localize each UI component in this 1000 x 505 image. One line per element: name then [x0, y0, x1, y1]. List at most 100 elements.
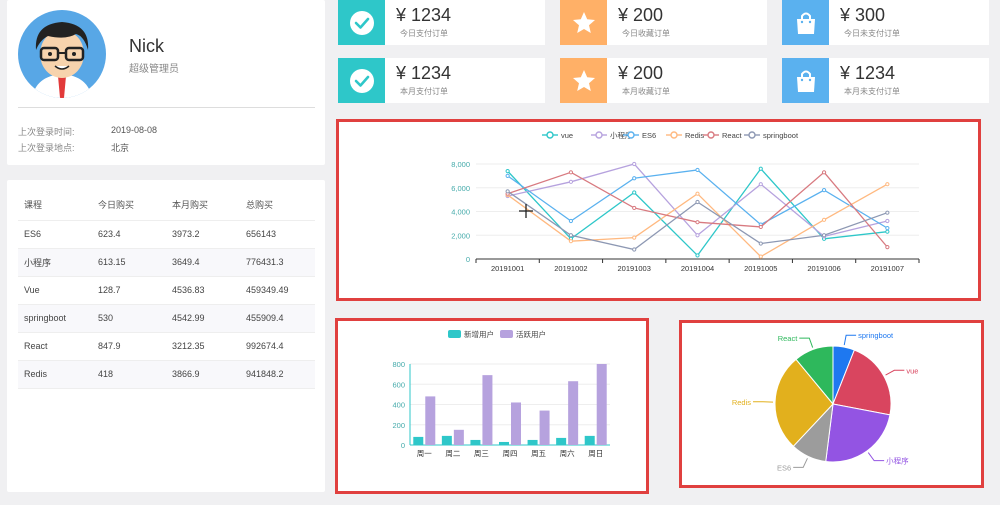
- y-tick-label: 2,000: [451, 231, 470, 240]
- legend-item-1[interactable]: vue: [542, 131, 573, 140]
- data-point[interactable]: [695, 233, 700, 238]
- data-point[interactable]: [632, 205, 637, 211]
- table-header-row: 课程 今日购买 本月购买 总购买: [18, 190, 315, 221]
- table-cell: 4536.83: [166, 276, 240, 305]
- bar[interactable]: [499, 441, 509, 445]
- legend-item-5[interactable]: React: [703, 131, 743, 140]
- data-point[interactable]: [632, 235, 637, 240]
- data-point[interactable]: [695, 167, 700, 173]
- data-point[interactable]: [632, 176, 637, 181]
- legend-item-4[interactable]: Redis: [666, 131, 704, 140]
- line-chart-card: vue 小程序 ES6 Redis React springboot 0 2,000 4,000…: [336, 119, 981, 301]
- stat-card-month-unpaid[interactable]: ¥ 1234 本月未支付订单: [782, 58, 989, 103]
- data-point[interactable]: [885, 226, 890, 231]
- bar[interactable]: [527, 439, 538, 445]
- pie-label-line: [799, 337, 814, 348]
- pie-label-line: [867, 452, 885, 462]
- stat-card-month-favorite[interactable]: ¥ 200 本月收藏订单: [560, 58, 767, 103]
- data-point[interactable]: [505, 173, 510, 178]
- stat-card-month-paid[interactable]: ¥ 1234 本月支付订单: [338, 58, 545, 103]
- table-row: Redis 418 3866.9 941848.2: [18, 360, 315, 389]
- user-name: Nick: [129, 36, 164, 56]
- data-point[interactable]: [758, 241, 763, 246]
- table-cell: ES6: [18, 220, 92, 249]
- last-login-place-label: 上次登录地点:: [18, 143, 75, 153]
- legend-item-2[interactable]: 活跃用户: [500, 329, 546, 339]
- bar[interactable]: [413, 436, 424, 445]
- bar[interactable]: [596, 364, 607, 445]
- data-point[interactable]: [821, 233, 827, 238]
- star-icon: [572, 69, 595, 91]
- pie-slice[interactable]: [825, 403, 891, 463]
- series-line-1: [507, 167, 888, 257]
- data-point[interactable]: [568, 239, 574, 244]
- data-point[interactable]: [758, 166, 763, 171]
- data-point[interactable]: [821, 170, 827, 175]
- user-card: Nick 超级管理员 上次登录时间: 2019-08-08 上次登录地点: 北京: [7, 0, 325, 165]
- bar[interactable]: [441, 435, 452, 445]
- bar[interactable]: [425, 396, 436, 445]
- data-point[interactable]: [568, 233, 574, 238]
- pie-slice[interactable]: [832, 349, 892, 416]
- bag-icon: [796, 12, 815, 34]
- table-cell: 455909.4: [240, 304, 315, 333]
- table-header: 课程: [18, 190, 92, 221]
- bar[interactable]: [568, 381, 579, 445]
- legend-item-1[interactable]: 新增用户: [448, 329, 494, 339]
- data-point[interactable]: [695, 199, 700, 205]
- data-point[interactable]: [885, 210, 890, 215]
- data-point[interactable]: [568, 179, 574, 184]
- data-point[interactable]: [821, 188, 827, 193]
- bar[interactable]: [453, 429, 464, 445]
- x-tick-label: 周日: [588, 449, 603, 458]
- stat-value: ¥ 1234: [396, 63, 452, 83]
- data-point[interactable]: [632, 247, 637, 252]
- stat-card-today-unpaid[interactable]: ¥ 300 今日未支付订单: [782, 0, 989, 45]
- data-point[interactable]: [632, 161, 637, 167]
- data-point[interactable]: [885, 182, 890, 187]
- table-cell: springboot: [18, 304, 92, 333]
- pie-slice[interactable]: [795, 345, 834, 406]
- x-tick-label: 周五: [531, 449, 546, 458]
- stat-card-today-favorite[interactable]: ¥ 200 今日收藏订单: [560, 0, 767, 45]
- bar[interactable]: [470, 439, 481, 445]
- legend-swatch: [595, 131, 603, 139]
- data-point[interactable]: [758, 224, 763, 230]
- pie-label-line: [885, 369, 905, 376]
- data-point[interactable]: [568, 170, 574, 175]
- data-point[interactable]: [885, 245, 890, 250]
- pie-label: springboot: [858, 331, 894, 340]
- legend-item-2[interactable]: 小程序: [591, 130, 633, 140]
- bar[interactable]: [482, 375, 493, 445]
- table-cell: 776431.3: [240, 248, 315, 277]
- stat-card-today-paid[interactable]: ¥ 1234 今日支付订单: [338, 0, 545, 45]
- table-row: Vue 128.7 4536.83 459349.49: [18, 276, 315, 305]
- legend-item-3[interactable]: ES6: [623, 131, 656, 140]
- data-point[interactable]: [758, 182, 763, 187]
- legend-item-6[interactable]: springboot: [744, 131, 799, 140]
- data-point[interactable]: [695, 220, 700, 225]
- data-point[interactable]: [758, 254, 763, 259]
- table-cell: 941848.2: [240, 360, 315, 389]
- legend-swatch: [546, 131, 554, 139]
- legend-label: 活跃用户: [516, 329, 546, 339]
- pie-slice[interactable]: [774, 358, 834, 447]
- data-point[interactable]: [632, 190, 637, 195]
- data-point[interactable]: [885, 229, 890, 234]
- table-cell: 4542.99: [166, 304, 240, 333]
- data-point[interactable]: [568, 218, 574, 224]
- y-tick-label: 0: [401, 441, 405, 450]
- x-tick-label: 20191002: [554, 264, 587, 273]
- bar[interactable]: [556, 437, 567, 445]
- data-point[interactable]: [505, 189, 510, 194]
- table-cell: Redis: [18, 360, 92, 389]
- bar[interactable]: [584, 435, 595, 445]
- data-point[interactable]: [695, 253, 700, 258]
- data-point[interactable]: [885, 218, 890, 224]
- data-point[interactable]: [695, 191, 700, 196]
- data-point[interactable]: [821, 217, 827, 222]
- bar[interactable]: [539, 410, 550, 445]
- bar[interactable]: [511, 402, 521, 445]
- data-point[interactable]: [505, 169, 510, 174]
- y-tick-label: 600: [392, 380, 405, 389]
